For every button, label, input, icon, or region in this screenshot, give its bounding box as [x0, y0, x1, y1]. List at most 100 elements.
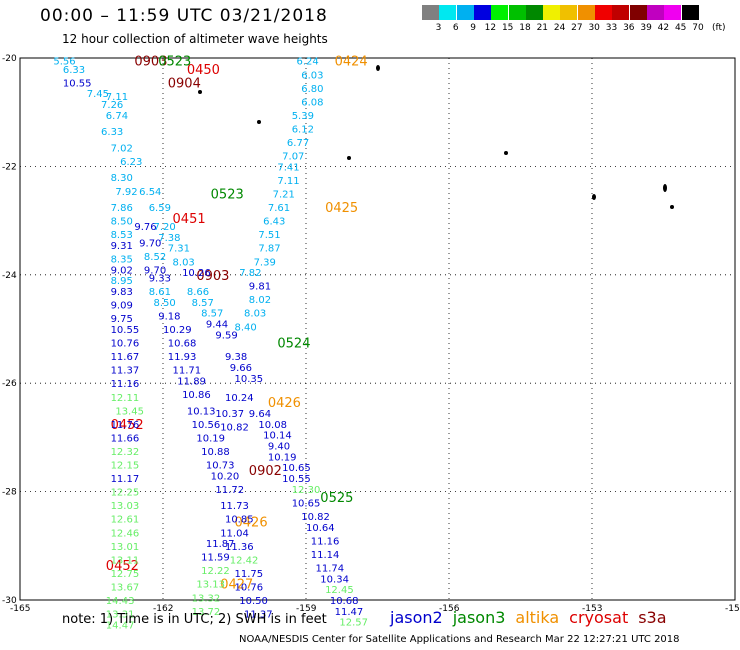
wave-height-value: 11.76: [111, 420, 140, 431]
legend-label-70: 70: [692, 23, 704, 33]
legend-swatch-27: [560, 5, 578, 20]
wave-height-value: 10.68: [330, 596, 359, 607]
lon-tick-label: -156: [439, 604, 460, 614]
pass-time-label: 0524: [277, 337, 310, 352]
wave-height-value: 8.50: [111, 217, 133, 228]
wave-height-value: 13.45: [115, 406, 144, 417]
wave-height-value: 13.03: [111, 501, 140, 512]
wave-height-value: 6.08: [301, 97, 323, 108]
wave-height-value: 13.31: [106, 610, 135, 621]
wave-height-value: 10.29: [163, 325, 192, 336]
pass-time-label: 0452: [111, 418, 144, 433]
wave-height-value: 9.18: [158, 311, 180, 322]
lon-tick-label: -15: [725, 604, 740, 614]
island-icon: [504, 151, 508, 155]
wave-height-value: 10.82: [301, 512, 330, 523]
wave-height-value: 9.40: [268, 442, 290, 453]
wave-height-value: 9.64: [249, 409, 271, 420]
legend-swatch-36: [612, 5, 630, 20]
legend-swatch-45: [664, 5, 682, 20]
wave-height-value: 6.33: [101, 127, 123, 138]
wave-height-value: 12.30: [292, 485, 321, 496]
wave-height-value: 7.92: [115, 187, 137, 198]
legend-swatch-12: [473, 5, 491, 20]
pass-time-label: 0902: [249, 464, 282, 479]
wave-height-value: 10.76: [111, 339, 140, 350]
wave-height-value: 7.11: [106, 92, 128, 103]
lon-tick-label: -165: [10, 604, 30, 614]
wave-height-value: 9.59: [215, 330, 237, 341]
legend-label-18: 18: [519, 23, 531, 33]
wave-height-value: 13.11: [111, 555, 140, 566]
lon-tick-label: -159: [296, 604, 317, 614]
pass-time-label: 0903: [196, 269, 229, 284]
wave-height-value: 10.55: [282, 474, 311, 485]
legend-label-39: 39: [640, 23, 652, 33]
wave-height-value: 13.67: [111, 582, 140, 593]
wave-height-value: 11.73: [220, 501, 249, 512]
wave-height-value: 8.03: [244, 309, 266, 320]
wave-height-value: 8.03: [173, 257, 195, 268]
wave-height-value: 10.55: [111, 325, 140, 336]
wave-height-value: 12.57: [339, 618, 368, 629]
wave-height-value: 10.35: [235, 374, 264, 385]
wave-height-value: 7.11: [277, 176, 299, 187]
wave-height-value: 9.83: [111, 287, 133, 298]
satellite-jason3: jason3: [452, 608, 506, 627]
wave-height-value: 14.43: [106, 596, 135, 607]
wave-height-value: 6.24: [296, 57, 318, 68]
wave-height-value: 10.26: [182, 268, 211, 279]
lat-tick-label: -28: [2, 488, 17, 498]
legend-swatch-30: [577, 5, 595, 20]
lat-tick-label: -26: [2, 379, 17, 389]
legend-label-15: 15: [501, 23, 514, 33]
legend-swatch-39: [629, 5, 647, 20]
wave-height-value: 11.14: [311, 550, 340, 561]
wave-height-value: 11.89: [177, 376, 206, 387]
wave-height-value: 9.09: [111, 301, 133, 312]
wave-height-value: 10.19: [196, 433, 225, 444]
pass-time-label: 0426: [235, 515, 268, 530]
wave-height-value: 9.75: [111, 314, 133, 325]
wave-height-value: 10.65: [282, 463, 311, 474]
wave-height-value: 11.37: [244, 610, 273, 621]
wave-height-value: 7.07: [282, 152, 304, 163]
wave-height-value: 9.02: [111, 265, 133, 276]
footer-credit: NOAA/NESDIS Center for Satellite Applica…: [239, 634, 680, 645]
wave-height-value: 7.61: [268, 203, 290, 214]
island-icon: [257, 120, 261, 124]
wave-height-value: 10.24: [225, 393, 254, 404]
wave-height-value: 7.38: [158, 233, 180, 244]
wave-height-value: 13.72: [192, 607, 221, 618]
island-icon: [347, 156, 351, 160]
wave-height-value: 6.43: [263, 217, 285, 228]
legend-label-21: 21: [536, 23, 549, 33]
wave-height-value: 7.41: [277, 162, 299, 173]
pass-time-label: 0904: [168, 76, 201, 91]
wave-height-value: 8.61: [149, 287, 171, 298]
wave-height-value: 11.04: [220, 528, 249, 539]
islands: [198, 65, 674, 209]
wave-height-value: 11.16: [111, 379, 140, 390]
pass-time-label: 0523: [211, 188, 244, 203]
wave-height-value: 11.74: [316, 563, 345, 574]
wave-height-value: 11.17: [111, 474, 140, 485]
wave-height-value: 7.20: [153, 222, 175, 233]
wave-height-value: 11.93: [168, 352, 197, 363]
wave-height-value: 11.75: [235, 569, 264, 580]
legend-label-12: 12: [484, 23, 497, 33]
wave-height-value: 8.02: [249, 295, 271, 306]
pass-time-label: 0452: [106, 559, 139, 574]
wave-height-value: 6.33: [63, 65, 85, 76]
wave-height-value: 8.30: [111, 173, 133, 184]
wave-height-value: 9.33: [149, 274, 171, 285]
wave-height-value: 7.39: [254, 257, 276, 268]
wave-height-value: 11.66: [111, 433, 140, 444]
wave-height-value: 10.50: [239, 596, 268, 607]
legend-swatch-3: [422, 5, 439, 20]
wave-height-value: 11.37: [111, 366, 140, 377]
wave-height-value: 7.45: [87, 89, 109, 100]
legend-label-45: 45: [674, 23, 687, 33]
map-subtitle: 12 hour collection of altimeter wave hei…: [62, 32, 328, 46]
